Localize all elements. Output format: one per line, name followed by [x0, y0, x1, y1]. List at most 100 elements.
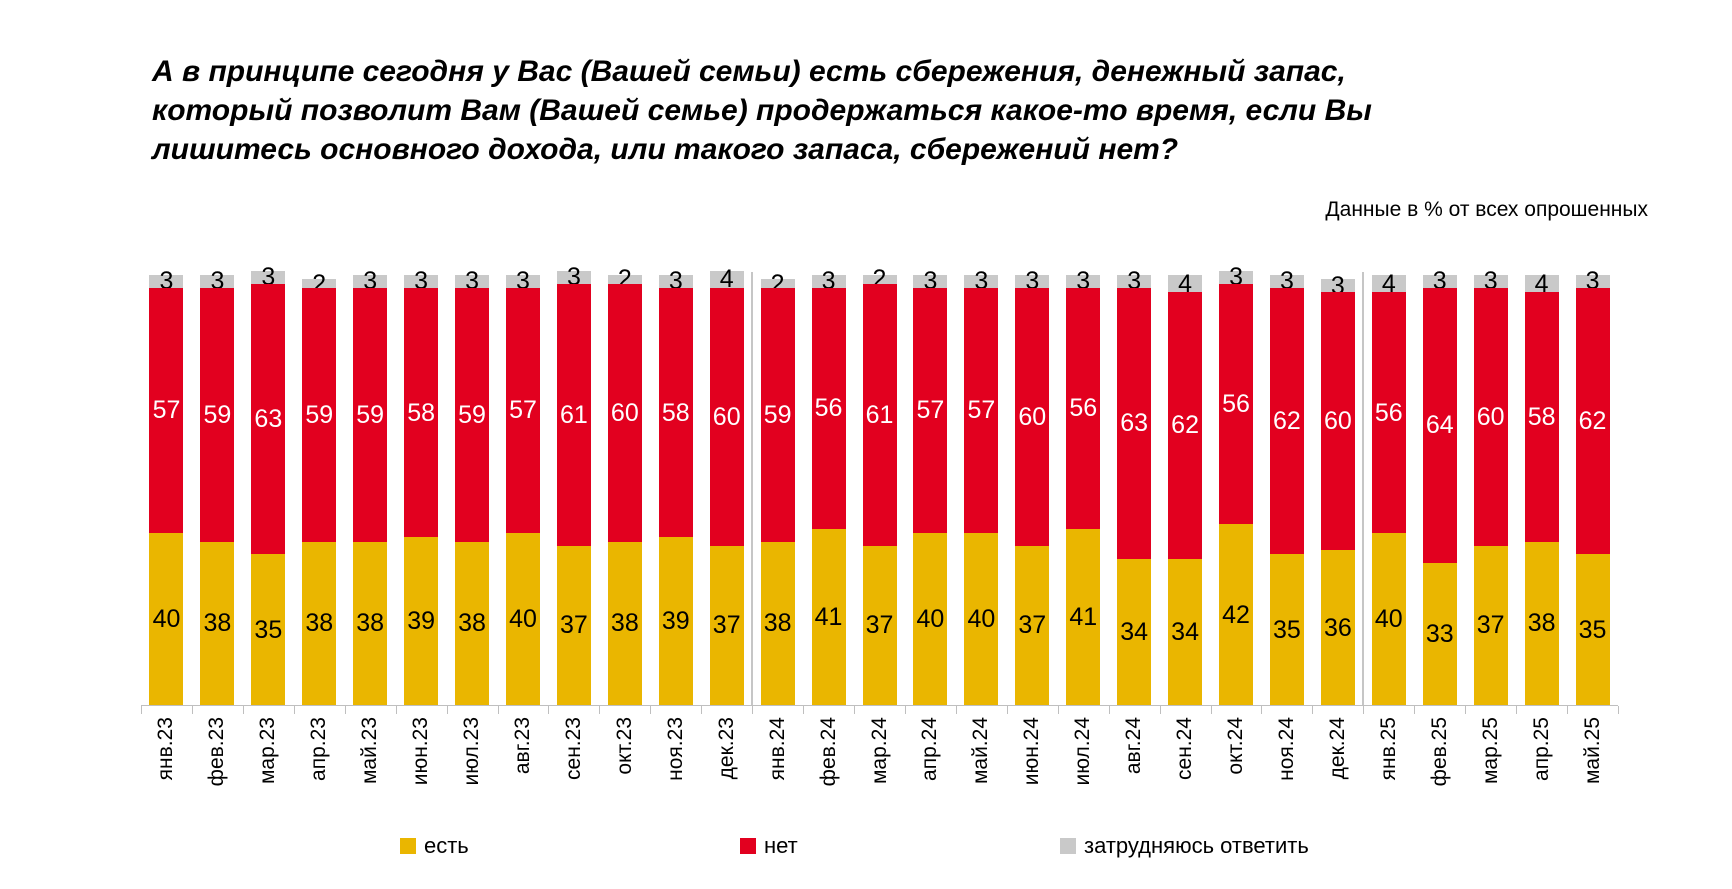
stacked-bar-апр.23: 2 59 38: [302, 271, 337, 705]
x-axis-label: апр.25: [1529, 717, 1553, 781]
x-axis-label: мар.23: [256, 717, 280, 784]
stacked-bar-апр.25: 4 58 38: [1524, 271, 1559, 705]
axis-tick: [1210, 706, 1212, 714]
x-axis-label: фев.25: [1427, 717, 1451, 787]
bar-segment-затрудняюсь ответить: 4: [1371, 271, 1406, 296]
bar-segment-затрудняюсь ответить: 3: [251, 265, 286, 290]
bar-segment-нет: 59: [353, 287, 388, 542]
stacked-bar-май.23: 3 59 38: [353, 269, 388, 705]
bar-segment-есть: 33: [1422, 563, 1457, 705]
x-axis-label: июл.23: [460, 717, 484, 786]
stacked-bar-май.24: 3 57 40: [964, 269, 999, 705]
bar-segment-затрудняюсь ответить: 3: [1117, 269, 1152, 294]
axis-tick: [1159, 706, 1161, 714]
axis-tick: [1516, 706, 1518, 714]
bar-segment-есть: 35: [251, 554, 286, 705]
bar-segment-нет: 61: [862, 283, 897, 546]
bar-segment-затрудняюсь ответить: 2: [607, 267, 642, 292]
axis-tick: [1006, 706, 1008, 714]
bar-segment-есть: 39: [658, 537, 693, 705]
bar-segment-затрудняюсь ответить: 3: [556, 265, 591, 290]
x-axis-label: июн.23: [409, 717, 433, 786]
stacked-bar-ноя.24: 3 62 35: [1269, 269, 1304, 705]
bar-segment-есть: 41: [811, 528, 846, 705]
legend-swatch-icon: [740, 838, 756, 854]
axis-tick: [1465, 706, 1467, 714]
x-axis-label: сен.23: [561, 717, 585, 780]
bar-segment-есть: 36: [1320, 550, 1355, 705]
bar-segment-затрудняюсь ответить: 3: [1575, 269, 1610, 294]
bar-segment-есть: 38: [200, 541, 235, 705]
bar-segment-есть: 37: [1015, 545, 1050, 705]
stacked-bar-дек.24: 3 60 36: [1320, 273, 1355, 705]
x-axis-label: янв.25: [1376, 717, 1400, 781]
x-axis-label: фев.24: [816, 717, 840, 787]
bar-segment-есть: 34: [1117, 558, 1152, 705]
x-axis-line: [141, 705, 1618, 706]
stacked-bar-янв.25: 4 56 40: [1371, 271, 1406, 705]
bar-segment-есть: 35: [1575, 554, 1610, 705]
bar-segment-есть: 38: [1524, 541, 1559, 705]
stacked-bar-авг.23: 3 57 40: [505, 269, 540, 705]
bar-segment-нет: 58: [658, 287, 693, 538]
bar-segment-есть: 39: [404, 537, 439, 705]
x-axis-label: фев.23: [205, 717, 229, 787]
bar-segment-нет: 62: [1168, 292, 1203, 559]
bar-segment-нет: 56: [1066, 287, 1101, 529]
x-axis-label: июл.24: [1071, 717, 1095, 786]
legend-label: есть: [424, 833, 469, 858]
stacked-bar-фев.23: 3 59 38: [200, 269, 235, 705]
legend-swatch-icon: [1060, 838, 1076, 854]
stacked-bar-авг.24: 3 63 34: [1117, 269, 1152, 705]
x-axis-label: авг.24: [1122, 717, 1146, 775]
bar-segment-затрудняюсь ответить: 2: [302, 271, 337, 296]
axis-tick: [1108, 706, 1110, 714]
legend-item-нет: нет: [740, 833, 798, 859]
bar-segment-затрудняюсь ответить: 3: [200, 269, 235, 294]
bar-segment-нет: 60: [1320, 292, 1355, 551]
axis-tick: [242, 706, 244, 714]
bar-segment-затрудняюсь ответить: 4: [1168, 271, 1203, 296]
bar-segment-есть: 42: [1219, 524, 1254, 705]
bar-segment-затрудняюсь ответить: 3: [1473, 269, 1508, 294]
stacked-bar-сен.24: 4 62 34: [1168, 271, 1203, 705]
bar-segment-затрудняюсь ответить: 3: [658, 269, 693, 294]
bar-segment-нет: 58: [1524, 292, 1559, 542]
axis-tick: [548, 706, 550, 714]
axis-tick: [1312, 706, 1314, 714]
axis-tick: [293, 706, 295, 714]
bar-segment-нет: 57: [505, 287, 540, 533]
x-axis-label: янв.24: [765, 717, 789, 781]
stacked-bar-июл.24: 3 56 41: [1066, 269, 1101, 705]
legend-swatch-icon: [400, 838, 416, 854]
stacked-bar-окт.23: 2 60 38: [607, 267, 642, 705]
bar-segment-нет: 60: [709, 287, 744, 546]
axis-tick: [854, 706, 856, 714]
bar-segment-нет: 60: [607, 283, 642, 542]
x-axis-label: янв.23: [154, 717, 178, 781]
x-axis-label: май.24: [969, 717, 993, 785]
bar-segment-нет: 62: [1269, 287, 1304, 555]
stacked-bar-сен.23: 3 61 37: [556, 265, 591, 705]
bar-segment-есть: 37: [556, 545, 591, 705]
stacked-bar-янв.24: 2 59 38: [760, 271, 795, 705]
bar-segment-есть: 41: [1066, 528, 1101, 705]
bar-segment-нет: 63: [251, 283, 286, 555]
bar-segment-затрудняюсь ответить: 3: [353, 269, 388, 294]
x-axis-label: апр.24: [918, 717, 942, 781]
bar-segment-есть: 38: [455, 541, 490, 705]
x-axis-label: ноя.24: [1274, 717, 1298, 781]
axis-tick: [191, 706, 193, 714]
bar-segment-затрудняюсь ответить: 3: [455, 269, 490, 294]
bar-segment-нет: 56: [811, 287, 846, 529]
bar-segment-нет: 59: [200, 287, 235, 542]
axis-tick: [344, 706, 346, 714]
x-axis-label: мар.24: [867, 717, 891, 784]
bar-segment-затрудняюсь ответить: 3: [913, 269, 948, 294]
x-axis-label: авг.23: [510, 717, 534, 775]
x-axis-label: ноя.23: [663, 717, 687, 781]
bar-segment-нет: 58: [404, 287, 439, 538]
legend-item-затрудняюсь ответить: затрудняюсь ответить: [1060, 833, 1309, 859]
bar-segment-затрудняюсь ответить: 3: [1320, 273, 1355, 298]
bar-segment-есть: 37: [862, 545, 897, 705]
